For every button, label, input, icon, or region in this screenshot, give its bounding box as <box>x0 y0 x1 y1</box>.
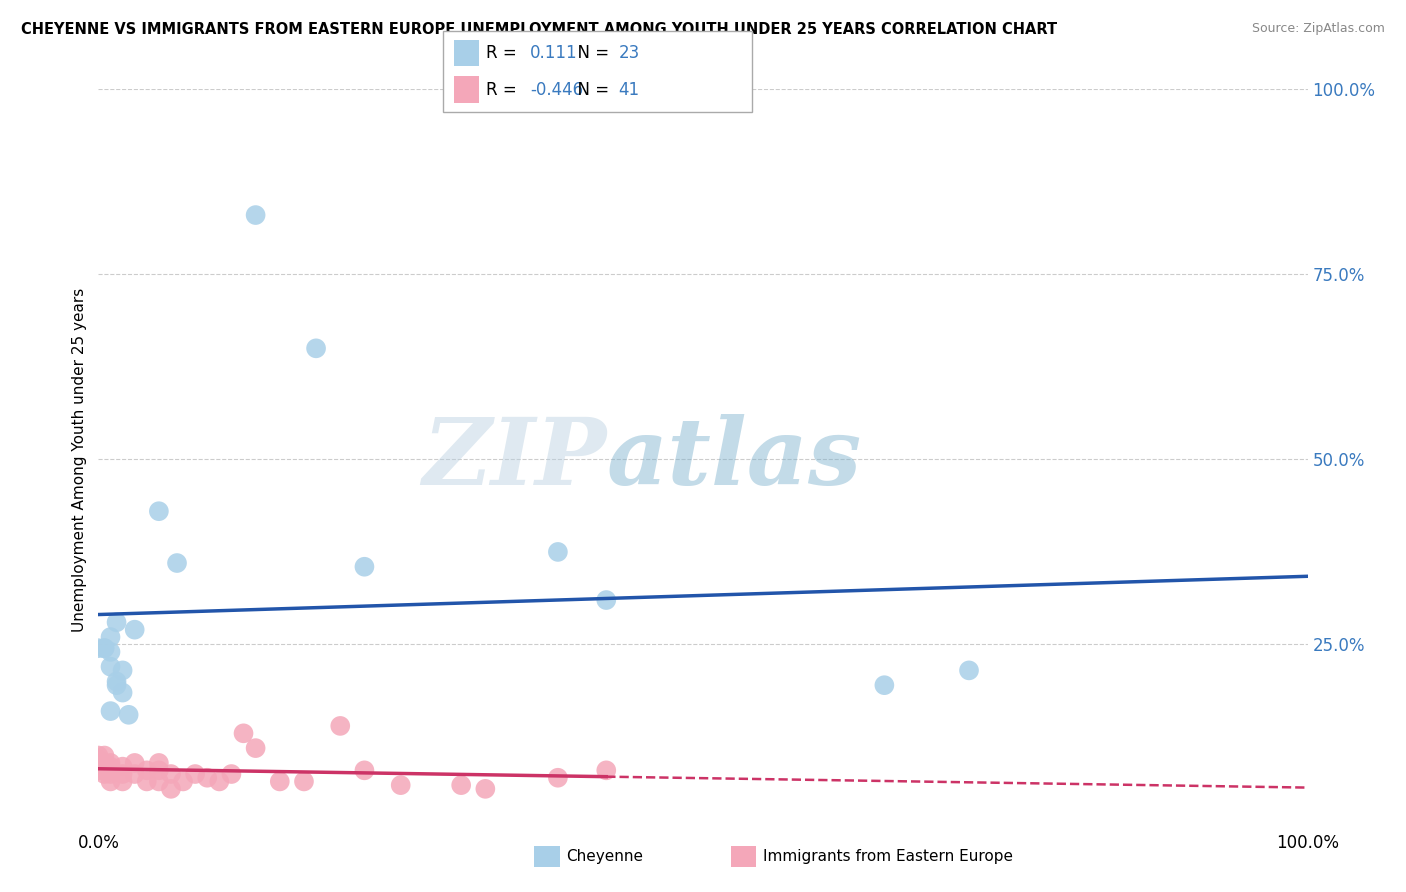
Point <box>353 764 375 778</box>
Point <box>873 678 896 692</box>
Point <box>172 774 194 789</box>
Text: Source: ZipAtlas.com: Source: ZipAtlas.com <box>1251 22 1385 36</box>
Point <box>245 208 267 222</box>
Y-axis label: Unemployment Among Youth under 25 years: Unemployment Among Youth under 25 years <box>72 287 87 632</box>
Point <box>87 748 110 763</box>
Point <box>100 645 122 659</box>
Point <box>111 774 134 789</box>
Text: R =: R = <box>486 81 523 99</box>
Point <box>245 741 267 756</box>
Point <box>124 623 146 637</box>
Point <box>166 556 188 570</box>
Point <box>450 778 472 792</box>
Point <box>105 615 128 630</box>
Point <box>111 759 134 773</box>
Point <box>87 759 110 773</box>
Point <box>957 664 980 678</box>
Point <box>305 341 328 355</box>
Point <box>148 774 170 789</box>
Point <box>353 559 375 574</box>
Point <box>184 767 207 781</box>
Point <box>195 771 218 785</box>
Point <box>93 767 115 781</box>
Point <box>232 726 254 740</box>
Text: Cheyenne: Cheyenne <box>567 849 644 863</box>
Point <box>87 752 110 766</box>
Point <box>269 774 291 789</box>
Point <box>100 759 122 773</box>
Point <box>100 774 122 789</box>
Point <box>100 704 122 718</box>
Point <box>547 771 569 785</box>
Point <box>87 641 110 656</box>
Point <box>329 719 352 733</box>
Point <box>148 504 170 518</box>
Point <box>100 767 122 781</box>
Text: N =: N = <box>567 44 614 62</box>
Point <box>124 756 146 770</box>
Text: R =: R = <box>486 44 523 62</box>
Point <box>87 764 110 778</box>
Point <box>111 664 134 678</box>
Point <box>160 781 183 796</box>
Point <box>111 685 134 699</box>
Point <box>100 756 122 770</box>
Point <box>135 764 157 778</box>
Point <box>100 630 122 644</box>
Text: -0.446: -0.446 <box>530 81 583 99</box>
Point <box>221 767 243 781</box>
Text: atlas: atlas <box>606 415 862 504</box>
Point <box>93 756 115 770</box>
Point <box>93 764 115 778</box>
Point <box>389 778 412 792</box>
Point <box>135 774 157 789</box>
Text: Immigrants from Eastern Europe: Immigrants from Eastern Europe <box>763 849 1014 863</box>
Text: N =: N = <box>567 81 614 99</box>
Point <box>93 748 115 763</box>
Point <box>93 641 115 656</box>
Point <box>105 678 128 692</box>
Text: 0.111: 0.111 <box>530 44 578 62</box>
Point <box>111 767 134 781</box>
Point <box>118 707 141 722</box>
Point <box>292 774 315 789</box>
Point <box>474 781 496 796</box>
Text: CHEYENNE VS IMMIGRANTS FROM EASTERN EUROPE UNEMPLOYMENT AMONG YOUTH UNDER 25 YEA: CHEYENNE VS IMMIGRANTS FROM EASTERN EURO… <box>21 22 1057 37</box>
Point <box>93 641 115 656</box>
Text: 23: 23 <box>619 44 640 62</box>
Text: 41: 41 <box>619 81 640 99</box>
Point <box>100 659 122 673</box>
Point <box>595 764 617 778</box>
Point <box>87 756 110 770</box>
Point <box>105 674 128 689</box>
Point <box>595 593 617 607</box>
Point <box>148 756 170 770</box>
Point <box>160 767 183 781</box>
Point <box>148 764 170 778</box>
Point <box>547 545 569 559</box>
Point <box>124 767 146 781</box>
Point <box>208 774 231 789</box>
Text: ZIP: ZIP <box>422 415 606 504</box>
